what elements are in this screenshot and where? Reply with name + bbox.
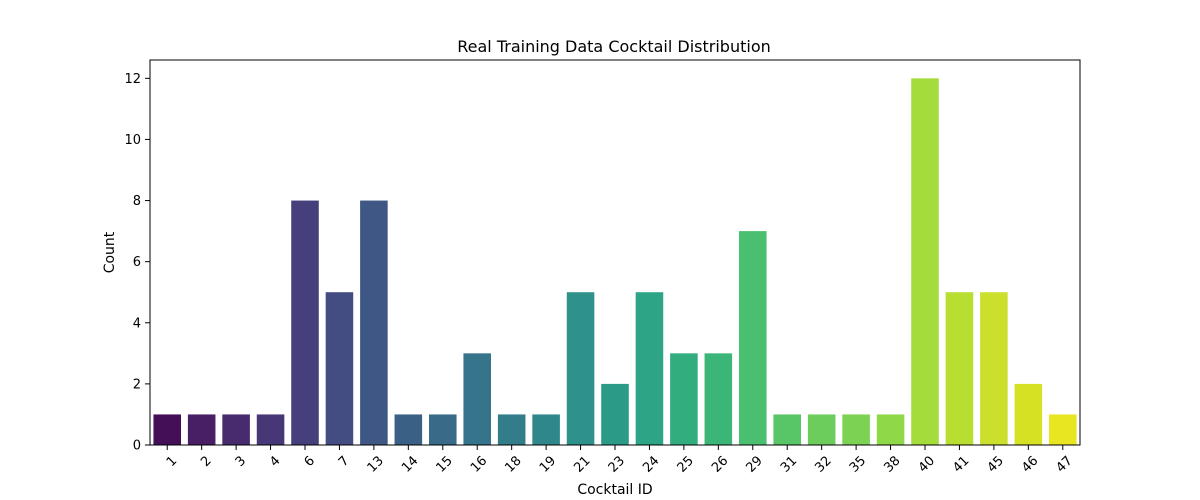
bar-1 [153, 414, 181, 445]
x-tick-label: 14 [399, 453, 421, 475]
x-tick-label: 21 [571, 453, 593, 475]
x-tick-label: 40 [916, 453, 938, 475]
bars-group [153, 78, 1077, 445]
x-axis: 1 2 3 4 6 7 13 14 15 16 18 19 21 23 24 25 26 29 31 32 35 38 40… [164, 445, 1076, 476]
x-tick-label: 31 [778, 453, 800, 475]
bar-26 [704, 353, 733, 445]
x-tick-label: 6 [302, 453, 318, 469]
bar-24 [635, 292, 664, 445]
bar-35 [842, 414, 870, 445]
y-tick-label: 8 [133, 194, 141, 209]
x-tick-label: 23 [606, 453, 628, 475]
y-tick-label: 0 [133, 439, 141, 454]
bar-38 [876, 414, 905, 445]
bar-25 [670, 353, 698, 445]
x-tick-label: 38 [881, 453, 903, 475]
bar-19 [532, 414, 560, 445]
x-tick-label: 18 [502, 453, 524, 475]
y-axis: 0 2 4 6 8 10 12 [124, 72, 150, 454]
bar-13 [360, 200, 388, 445]
y-tick-label: 4 [133, 316, 141, 331]
bar-41 [945, 292, 974, 445]
x-tick-label: 45 [985, 453, 1007, 475]
bar-29 [739, 231, 767, 445]
bar-18 [497, 414, 526, 445]
bar-31 [773, 414, 801, 445]
bar-46 [1014, 383, 1043, 445]
plot-frame [149, 59, 1081, 446]
bar-47 [1049, 414, 1077, 445]
chart-title: Real Training Data Cocktail Distribution [457, 37, 771, 56]
bar-7 [325, 292, 354, 445]
y-tick-label: 10 [124, 133, 141, 148]
x-tick-label: 7 [336, 453, 352, 469]
y-tick-label: 12 [124, 72, 141, 87]
x-tick-label: 13 [365, 453, 387, 475]
x-tick-label: 2 [198, 453, 214, 469]
x-tick-label: 35 [847, 453, 869, 475]
x-tick-label: 29 [744, 453, 766, 475]
x-tick-label: 16 [468, 453, 490, 475]
y-tick-label: 2 [133, 377, 141, 392]
x-tick-label: 4 [267, 453, 283, 469]
x-tick-label: 1 [164, 453, 180, 469]
x-tick-label: 47 [1054, 453, 1076, 475]
bar-4 [256, 414, 285, 445]
bar-45 [980, 292, 1008, 445]
x-tick-label: 32 [812, 453, 834, 475]
x-tick-label: 15 [434, 453, 456, 475]
x-tick-label: 24 [640, 453, 662, 475]
x-tick-label: 26 [709, 453, 731, 475]
x-tick-label: 19 [537, 453, 559, 475]
bar-3 [222, 414, 250, 445]
y-tick-label: 6 [133, 255, 141, 270]
y-axis-title: Count [102, 231, 118, 273]
x-tick-label: 25 [675, 453, 697, 475]
bar-40 [911, 78, 939, 445]
bar-2 [187, 414, 216, 445]
bar-16 [463, 353, 491, 445]
bar-15 [429, 414, 457, 445]
x-tick-label: 3 [233, 453, 249, 469]
bar-6 [291, 200, 319, 445]
x-tick-label: 46 [1019, 453, 1041, 475]
bar-21 [566, 292, 595, 445]
bar-14 [394, 414, 423, 445]
bar-32 [807, 414, 836, 445]
bar-23 [601, 383, 629, 445]
x-axis-title: Cocktail ID [577, 482, 652, 498]
x-tick-label: 41 [950, 453, 972, 475]
